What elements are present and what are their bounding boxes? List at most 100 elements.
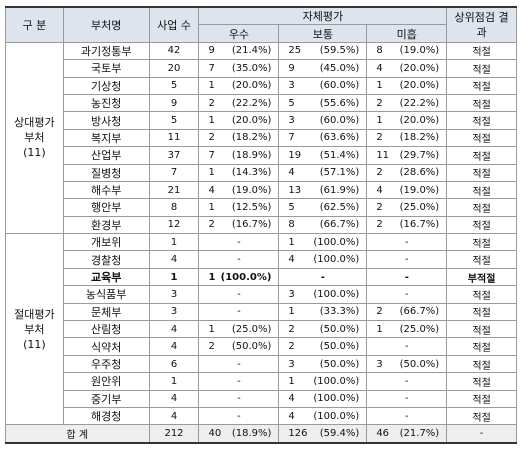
- ministry-name: 산업부: [62, 146, 150, 165]
- rating-pair: 2 (50.0%): [282, 324, 363, 335]
- rating-dash: -: [237, 306, 241, 318]
- rating-cell: -: [278, 267, 368, 287]
- rating-cell: 2 (16.7%): [198, 215, 280, 235]
- table-row: 질병청 7 1 (14.3%) 4 (57.1%) 2 (28.6%) 적절: [6, 163, 517, 182]
- rating-count: 1: [376, 115, 383, 127]
- rating-cell: 1 (100.0%): [278, 233, 368, 252]
- rating-percent: (100.0%): [313, 288, 360, 300]
- ministry-name: 개보위: [62, 233, 150, 252]
- project-count: 20: [148, 59, 200, 78]
- rating-cell: 4 (100.0%): [278, 389, 368, 408]
- rating-cell: -: [198, 354, 280, 374]
- rating-count: 3: [288, 358, 295, 370]
- rating-pair: 9 (21.4%): [202, 45, 275, 56]
- rating-cell: 5 (62.5%): [278, 198, 368, 217]
- rating-cell: 7 (63.6%): [278, 128, 368, 148]
- rating-pair: 4 (100.0%): [282, 254, 363, 265]
- rating-cell: 4 (19.0%): [366, 180, 448, 200]
- rating-pair: 4 (100.0%): [282, 393, 363, 404]
- project-count: 5: [148, 111, 200, 130]
- rating-pair: 25 (59.5%): [282, 45, 363, 56]
- rating-cell: 7 (35.0%): [198, 59, 280, 78]
- rating-percent: (16.7%): [399, 219, 440, 231]
- header-cell: 사업 수: [148, 6, 200, 43]
- rating-count: 5: [288, 97, 295, 109]
- rating-count: 4: [288, 167, 295, 179]
- rating-pair: 2 (28.6%): [370, 167, 443, 178]
- rating-percent: (20.0%): [399, 62, 440, 74]
- rating-count: 7: [288, 132, 295, 144]
- rating-count: 3: [288, 115, 295, 127]
- rating-dash: -: [404, 410, 409, 422]
- rating-percent: (18.9%): [231, 149, 272, 161]
- review-result: 적절: [446, 76, 517, 95]
- rating-cell: -: [198, 250, 280, 269]
- rating-cell: -: [198, 372, 280, 391]
- rating-count: 4: [376, 184, 383, 196]
- rating-percent: (20.0%): [231, 115, 272, 127]
- rating-count: 1: [288, 375, 295, 387]
- rating-cell: 3 (50.0%): [366, 354, 448, 374]
- header-row: 우수 보통 미흡: [6, 24, 517, 43]
- review-result: 적절: [446, 389, 517, 408]
- review-result: 적절: [446, 372, 517, 391]
- rating-pair: 1 (12.5%): [202, 202, 275, 213]
- project-count: 4: [148, 337, 200, 356]
- rating-cell: 1 (100.0%): [278, 372, 368, 391]
- rating-percent: (20.0%): [399, 80, 440, 92]
- rating-pair: 1 (20.0%): [202, 80, 275, 91]
- rating-cell: 3 (60.0%): [278, 111, 368, 130]
- header-row: 구 분 부처명 사업 수 자체평가 상위점검 결과: [5, 6, 517, 43]
- total-row: 합 계 212 40 (18.9%) 126 (59.4%) 46 (21.7%) -: [5, 424, 517, 444]
- project-count: 42: [148, 41, 200, 61]
- rating-percent: (100.0%): [220, 271, 272, 283]
- rating-count: 1: [288, 306, 295, 318]
- rating-percent: (19.0%): [399, 184, 440, 196]
- rating-percent: (55.6%): [319, 97, 360, 109]
- table-row: 국토부 20 7 (35.0%) 9 (45.0%) 4 (20.0%) 적절: [6, 59, 517, 78]
- review-result: 적절: [446, 128, 517, 148]
- header-cell: 상위점검 결과: [446, 6, 517, 43]
- rating-cell: 5 (55.6%): [278, 93, 368, 113]
- rating-pair: 7 (63.6%): [282, 132, 363, 143]
- rating-percent: (50.0%): [319, 358, 360, 370]
- rating-dash: -: [404, 393, 409, 405]
- rating-percent: (59.4%): [319, 428, 360, 440]
- table-row: 중기부 4-4 (100.0%) - 적절: [6, 389, 517, 408]
- rating-dash: -: [404, 271, 409, 283]
- rating-pair: 8 (66.7%): [282, 219, 363, 230]
- review-result: 적절: [446, 354, 517, 374]
- ministry-name: 원안위: [62, 372, 150, 391]
- rating-dash: -: [404, 375, 409, 387]
- ministry-name: 방사청: [62, 111, 150, 130]
- rating-percent: (60.0%): [319, 80, 360, 92]
- rating-percent: (100.0%): [313, 410, 360, 422]
- rating-cell: 25 (59.5%): [278, 41, 368, 61]
- rating-count: 9: [208, 45, 215, 57]
- rating-pair: 2 (50.0%): [202, 341, 275, 352]
- rating-cell: 1 (20.0%): [366, 111, 448, 130]
- rating-count: 4: [288, 393, 295, 405]
- review-result: -: [446, 424, 517, 444]
- review-result: 적절: [446, 320, 517, 339]
- rating-percent: (20.0%): [399, 115, 440, 127]
- review-result: 적절: [446, 233, 517, 252]
- rating-count: 1: [208, 80, 215, 92]
- rating-pair: 1 (14.3%): [202, 167, 275, 178]
- project-count: 8: [148, 198, 200, 217]
- rating-count: 8: [288, 219, 295, 231]
- ministry-name: 해경청: [62, 406, 150, 426]
- rating-pair: 1 (25.0%): [370, 324, 443, 335]
- rating-dash: -: [237, 375, 241, 387]
- rating-dash: -: [404, 254, 409, 266]
- rating-pair: 5 (55.6%): [282, 98, 363, 109]
- ministry-name: 중기부: [62, 389, 150, 408]
- rating-pair: 4 (57.1%): [282, 167, 363, 178]
- rating-pair: 3 (60.0%): [282, 115, 363, 126]
- project-count: 3: [148, 285, 200, 304]
- project-count: 21: [148, 180, 200, 200]
- ministry-name: 교육부: [62, 267, 150, 287]
- ministry-name: 국토부: [62, 59, 150, 78]
- rating-count: 2: [376, 201, 383, 213]
- rating-pair: 19 (51.4%): [282, 150, 363, 161]
